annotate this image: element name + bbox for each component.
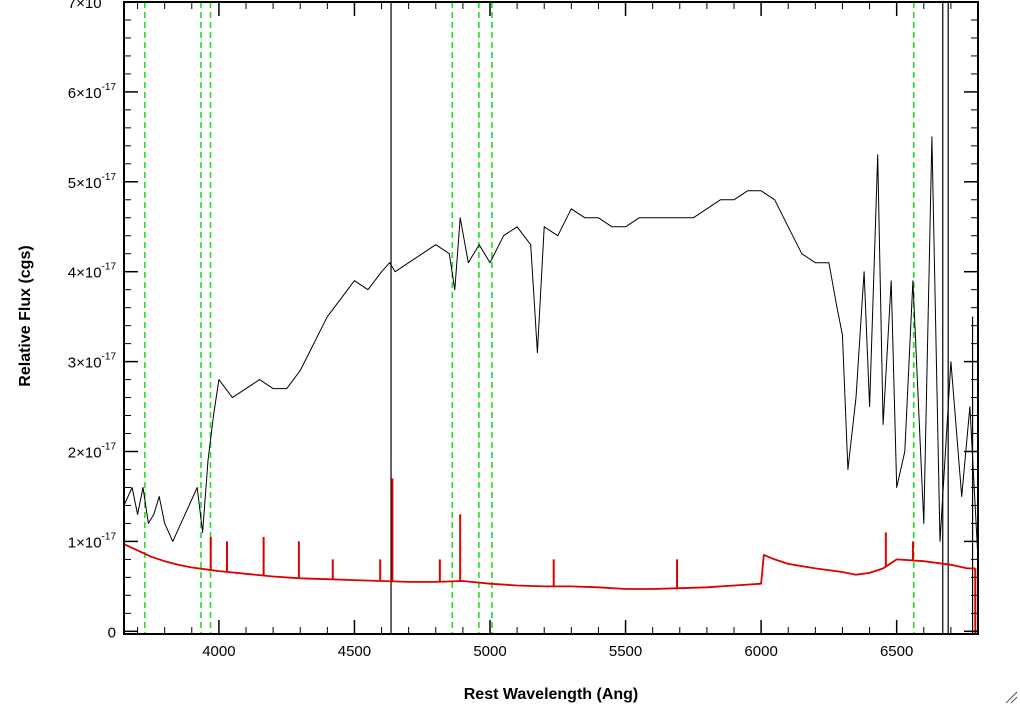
y-tick-label-exponent: -17 — [102, 352, 117, 363]
y-tick-label-base: 4×10 — [68, 265, 102, 282]
plot-clipped — [124, 2, 978, 634]
y-tick-label-base: 2×10 — [68, 445, 102, 462]
x-tick-label: 5500 — [609, 643, 642, 660]
axes: 4000 4500 5000 5500 6000 650001×10-172×10-173… — [68, 0, 979, 660]
y-tick-label-base: 0 — [108, 624, 116, 641]
plot-frame — [123, 1, 979, 635]
y-tick-label-exponent: -17 — [102, 531, 117, 542]
y-tick-label: 3×10-17 — [68, 352, 117, 372]
y-axis-title: Relative Flux (cgs) — [17, 245, 34, 386]
resize-grip-icon[interactable] — [1004, 690, 1018, 704]
y-tick-label: 4×10-17 — [68, 262, 117, 282]
y-tick-label-exponent: -17 — [102, 0, 117, 3]
x-tick-label: 5000 — [473, 643, 506, 660]
y-tick-label-exponent: -17 — [102, 442, 117, 453]
plot-area — [124, 2, 978, 634]
x-tick-label: 4000 — [202, 643, 235, 660]
x-tick-label: 4500 — [338, 643, 371, 660]
x-tick-label: 6500 — [880, 643, 913, 660]
y-tick-label: 5×10-17 — [68, 172, 117, 192]
series-line-spectrum — [124, 136, 978, 560]
y-tick-label: 7×10-17 — [68, 0, 117, 12]
y-tick-label: 6×10-17 — [68, 82, 117, 102]
y-tick-label-base: 7×10 — [68, 0, 102, 12]
series-line-model — [124, 543, 976, 590]
y-tick-label-base: 1×10 — [68, 534, 102, 551]
y-tick-label: 1×10-17 — [68, 531, 117, 551]
y-tick-label-base: 5×10 — [68, 175, 102, 192]
x-axis-title: Rest Wavelength (Ang) — [464, 686, 639, 703]
x-tick-label: 6000 — [744, 643, 777, 660]
y-tick-label-base: 6×10 — [68, 85, 102, 102]
y-tick-label: 0 — [108, 624, 116, 641]
y-tick-label-exponent: -17 — [102, 262, 117, 273]
y-tick-label: 2×10-17 — [68, 442, 117, 462]
y-tick-label-base: 3×10 — [68, 355, 102, 372]
y-tick-label-exponent: -17 — [102, 82, 117, 93]
y-tick-label-exponent: -17 — [102, 172, 117, 183]
